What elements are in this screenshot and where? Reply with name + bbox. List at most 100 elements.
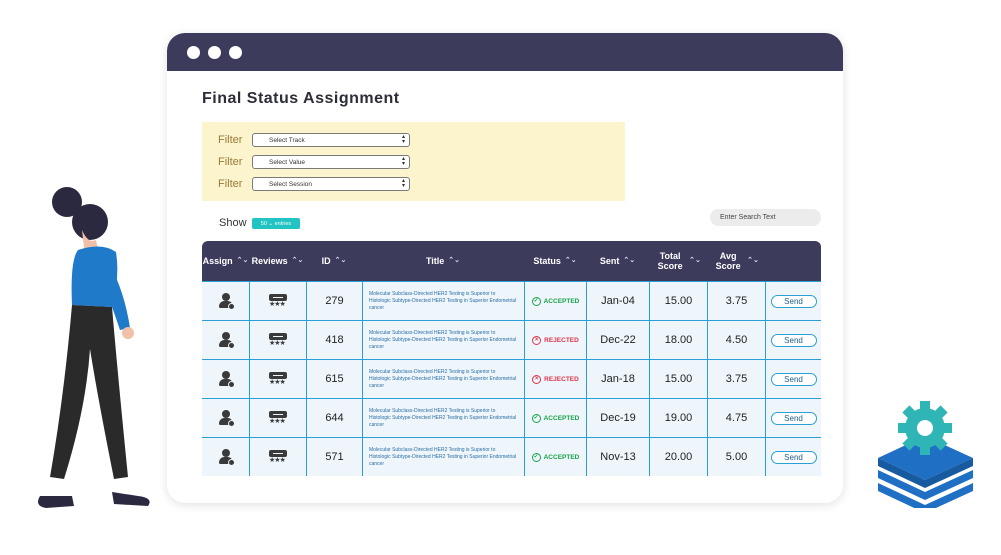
title-cell[interactable]: Molecular Subclass-Directed HER2 Testing… <box>362 360 524 398</box>
sort-icon: ⌃⌄ <box>291 257 304 264</box>
send-button[interactable]: Send <box>770 372 817 386</box>
check-circle-icon: ✓ <box>531 452 541 462</box>
header-assign[interactable]: Assign ⌃⌄ <box>202 256 249 266</box>
check-circle-icon: ✓ <box>531 296 541 306</box>
filter-label: Filter <box>218 178 243 190</box>
status-cell: × REJECTED <box>524 360 586 398</box>
header-total-score[interactable]: Total Score ⌃⌄ <box>657 251 701 271</box>
review-stars-icon[interactable]: ★★★ <box>268 450 288 464</box>
id-cell: 418 <box>306 321 362 359</box>
header-reviews[interactable]: Reviews ⌃⌄ <box>251 256 304 266</box>
select-session-dropdown[interactable]: Select Session ▴ ▾ <box>252 177 410 191</box>
window-titlebar <box>167 33 843 71</box>
id-cell: 615 <box>306 360 362 398</box>
status-badge: ✓ ACCEPTED <box>531 296 580 306</box>
select-value-value: Select Value <box>269 158 306 166</box>
sort-icon: ⌃⌄ <box>334 257 347 264</box>
title-cell[interactable]: Molecular Subclass-Directed HER2 Testing… <box>362 399 524 437</box>
filter-row-track: Filter Select Track ▴ ▾ <box>218 129 625 151</box>
header-avg-score[interactable]: Avg Score ⌃⌄ <box>715 251 759 271</box>
window-dot-icon[interactable] <box>187 45 200 59</box>
assign-cell <box>202 360 249 398</box>
assign-cell <box>202 399 249 437</box>
status-cell: ✓ ACCEPTED <box>524 438 586 476</box>
status-badge: × REJECTED <box>532 335 579 345</box>
status-table: Assign ⌃⌄ Reviews ⌃⌄ ID ⌃⌄ Title ⌃⌄ Status ⌃⌄… <box>202 241 821 476</box>
user-check-icon[interactable] <box>218 332 235 349</box>
action-cell: Send <box>765 438 821 476</box>
total-score-cell: 15.00 <box>649 360 707 398</box>
review-stars-icon[interactable]: ★★★ <box>268 372 288 386</box>
sort-icon: ⌃⌄ <box>236 257 249 264</box>
action-cell: Send <box>765 360 821 398</box>
title-cell[interactable]: Molecular Subclass-Directed HER2 Testing… <box>362 321 524 359</box>
filter-label: Filter <box>218 134 243 146</box>
send-button[interactable]: Send <box>770 411 817 425</box>
review-stars-icon[interactable]: ★★★ <box>268 333 288 347</box>
user-check-icon[interactable] <box>218 410 235 427</box>
select-value-dropdown[interactable]: Select Value ▴ ▾ <box>252 155 410 169</box>
send-button[interactable]: Send <box>770 294 817 308</box>
action-cell: Send <box>765 282 821 320</box>
header-status[interactable]: Status ⌃⌄ <box>533 256 577 266</box>
x-circle-icon: × <box>532 335 542 345</box>
sort-icon: ⌃⌄ <box>747 257 759 264</box>
header-sent[interactable]: Sent ⌃⌄ <box>599 256 636 266</box>
review-stars-icon[interactable]: ★★★ <box>268 294 288 308</box>
table-header: Assign ⌃⌄ Reviews ⌃⌄ ID ⌃⌄ Title ⌃⌄ Status ⌃⌄… <box>202 241 821 281</box>
avg-score-cell: 3.75 <box>707 360 765 398</box>
send-button[interactable]: Send <box>770 450 817 464</box>
select-track-dropdown[interactable]: Select Track ▴ ▾ <box>252 133 410 147</box>
entries-select[interactable]: 50 ⌄ entries <box>252 218 300 229</box>
sort-icon: ⌃⌄ <box>448 257 461 264</box>
action-cell: Send <box>765 321 821 359</box>
status-cell: ✓ ACCEPTED <box>524 282 586 320</box>
filter-label: Filter <box>218 156 243 168</box>
search-input[interactable]: Enter Search Text <box>710 209 821 226</box>
status-cell: × REJECTED <box>524 321 586 359</box>
window-dot-icon[interactable] <box>208 45 221 59</box>
review-stars-icon[interactable]: ★★★ <box>268 411 288 425</box>
table-row: ★★★ 644 Molecular Subclass-Directed HER2 T… <box>202 398 821 437</box>
filter-row-value: Filter Select Value ▴ ▾ <box>218 151 625 173</box>
user-check-icon[interactable] <box>218 371 235 388</box>
filter-panel: Filter Select Track ▴ ▾ Filter Select Val… <box>202 122 625 201</box>
avg-score-cell: 4.75 <box>707 399 765 437</box>
table-row: ★★★ 615 Molecular Subclass-Directed HER2 T… <box>202 359 821 398</box>
total-score-cell: 15.00 <box>649 282 707 320</box>
avg-score-cell: 4.50 <box>707 321 765 359</box>
id-cell: 571 <box>306 438 362 476</box>
title-cell[interactable]: Molecular Subclass-Directed HER2 Testing… <box>362 438 524 476</box>
reviews-cell: ★★★ <box>249 321 306 359</box>
woman-illustration <box>38 187 150 508</box>
id-cell: 279 <box>306 282 362 320</box>
reviews-cell: ★★★ <box>249 282 306 320</box>
status-badge: × REJECTED <box>532 374 579 384</box>
total-score-cell: 19.00 <box>649 399 707 437</box>
user-check-icon[interactable] <box>218 293 235 310</box>
send-button[interactable]: Send <box>770 333 817 347</box>
table-row: ★★★ 418 Molecular Subclass-Directed HER2 T… <box>202 320 821 359</box>
status-badge: ✓ ACCEPTED <box>531 413 580 423</box>
sort-icon: ⌃⌄ <box>623 257 636 264</box>
filter-row-session: Filter Select Session ▴ ▾ <box>218 173 625 195</box>
reviews-cell: ★★★ <box>249 438 306 476</box>
sent-cell: Jan-04 <box>586 282 649 320</box>
user-check-icon[interactable] <box>218 449 235 466</box>
sent-cell: Nov-13 <box>586 438 649 476</box>
select-track-value: Select Track <box>269 136 305 144</box>
sort-icon: ⌃⌄ <box>564 257 577 264</box>
gear-stack-icon <box>878 401 973 508</box>
action-cell: Send <box>765 399 821 437</box>
chevron-updown-icon: ▴ ▾ <box>401 178 405 189</box>
title-cell[interactable]: Molecular Subclass-Directed HER2 Testing… <box>362 282 524 320</box>
sent-cell: Jan-18 <box>586 360 649 398</box>
table-row: ★★★ 571 Molecular Subclass-Directed HER2 T… <box>202 437 821 476</box>
header-title[interactable]: Title ⌃⌄ <box>425 256 461 266</box>
status-cell: ✓ ACCEPTED <box>524 399 586 437</box>
header-id[interactable]: ID ⌃⌄ <box>321 256 347 266</box>
show-label: Show <box>219 217 247 229</box>
browser-window: Final Status Assignment Filter Select Tr… <box>167 33 843 503</box>
window-dot-icon[interactable] <box>229 45 242 59</box>
sort-icon: ⌃⌄ <box>689 257 701 264</box>
